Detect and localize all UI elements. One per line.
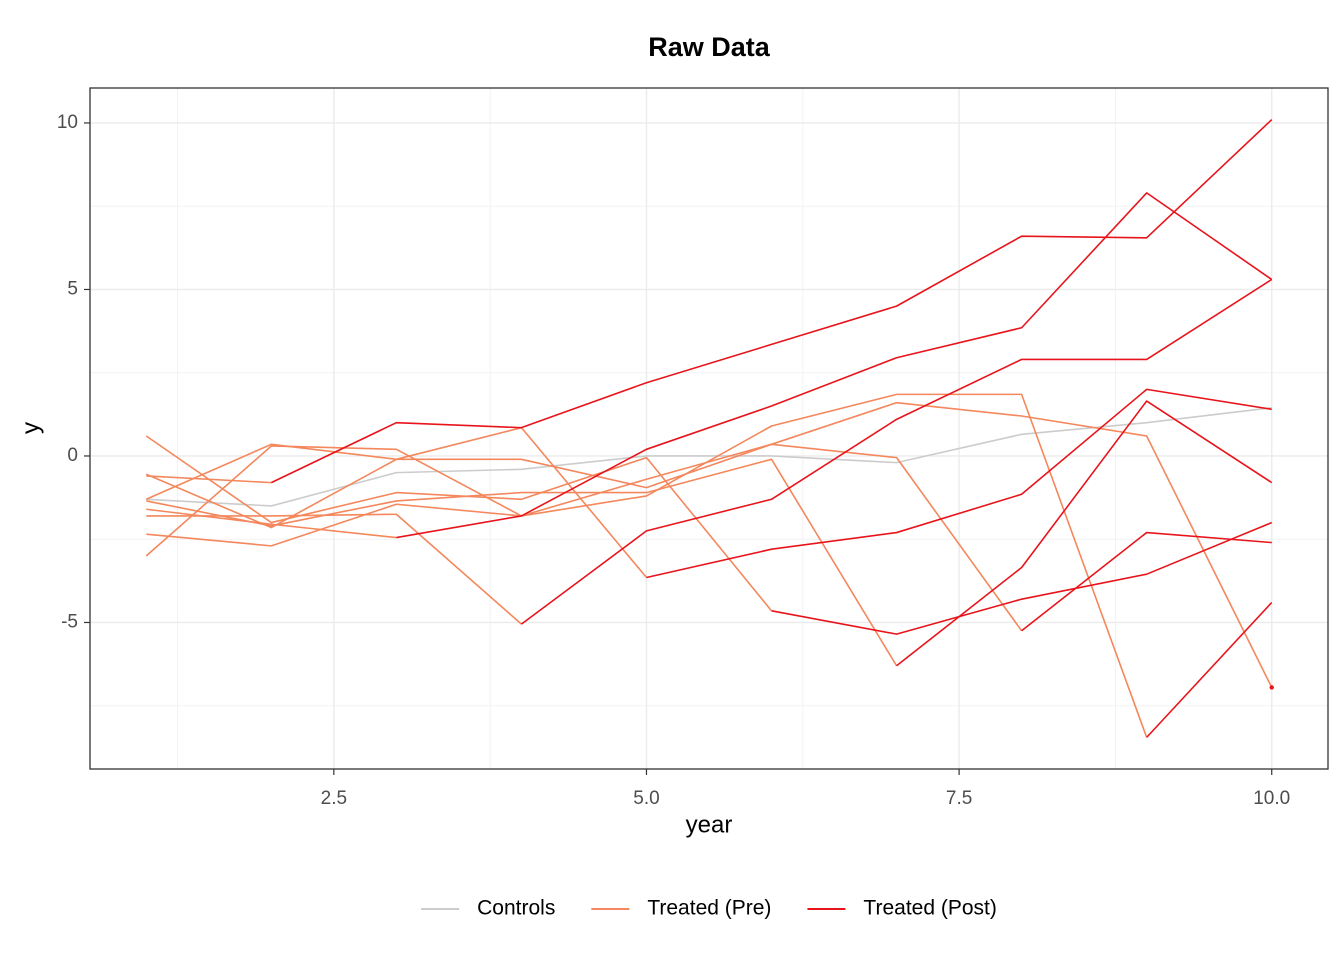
- series-line: [145, 393, 1148, 738]
- series-line: [146, 458, 898, 667]
- x-axis-title: year: [686, 811, 733, 838]
- series-line: [396, 192, 1273, 539]
- series-line: [146, 443, 1023, 632]
- legend-label: Treated (Post): [863, 897, 996, 920]
- series-line: [270, 119, 1273, 484]
- y-tick-label: 10: [57, 112, 78, 133]
- x-tick-label: 2.5: [321, 788, 347, 809]
- axes: 2.5 5.0 7.5 10.0 -5 0 5 10: [57, 112, 1290, 809]
- series-line: [146, 508, 397, 539]
- x-tick-label: 10.0: [1253, 788, 1290, 809]
- series-line: [145, 401, 1273, 688]
- series-line: [646, 388, 1272, 579]
- legend-label: Controls: [477, 897, 555, 920]
- y-axis-title: y: [17, 422, 44, 434]
- lines: [145, 119, 1274, 738]
- x-tick-label: 5.0: [633, 788, 659, 809]
- series-line: [146, 513, 522, 625]
- legend-label: Treated (Pre): [647, 897, 771, 920]
- series-line: [520, 278, 1273, 625]
- y-tick-label: 0: [67, 445, 78, 466]
- y-tick-label: 5: [67, 278, 78, 299]
- series-line: [145, 435, 773, 612]
- series-line: [771, 521, 1273, 635]
- series-line: [146, 406, 1272, 507]
- series-line: [896, 400, 1273, 667]
- data-point: [1269, 685, 1274, 690]
- y-tick-label: -5: [61, 611, 78, 632]
- panel-border: [89, 87, 1329, 770]
- legend: Controls Treated (Pre) Treated (Post): [421, 897, 997, 920]
- series-line: [1146, 601, 1273, 738]
- x-tick-label: 7.5: [946, 788, 972, 809]
- chart-title: Raw Data: [648, 32, 771, 62]
- series-line: [1021, 531, 1272, 632]
